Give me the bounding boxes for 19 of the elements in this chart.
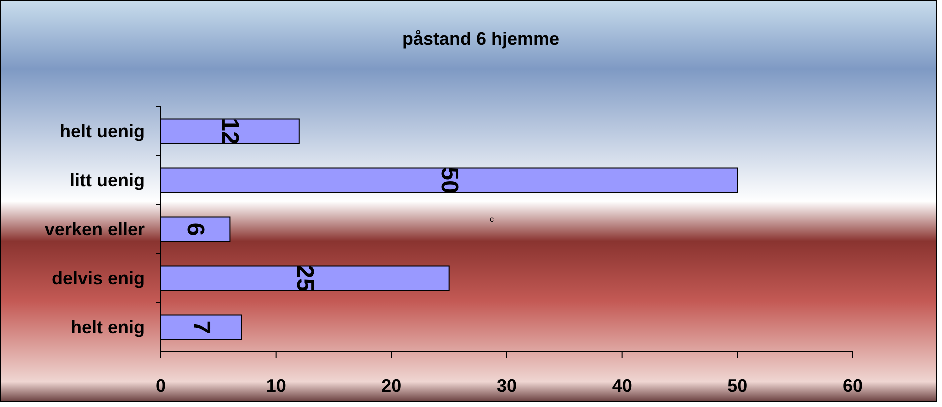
data-label: 50	[436, 167, 463, 194]
x-tick-label: 10	[266, 376, 286, 396]
data-label: 12	[216, 118, 244, 145]
x-tick-label: 50	[728, 376, 748, 396]
x-tick-label: 0	[156, 376, 166, 396]
chart-title: påstand 6 hjemme	[402, 29, 560, 49]
y-tick-label: verken eller	[44, 220, 145, 240]
data-label: 6	[182, 222, 210, 236]
y-tick-label: helt uenig	[60, 122, 145, 142]
y-tick-label: helt enig	[70, 318, 145, 338]
x-tick-label: 60	[842, 376, 864, 396]
annotation: c	[490, 215, 494, 224]
y-tick-label: delvis enig	[52, 268, 145, 288]
y-tick-label: litt uenig	[70, 170, 145, 190]
x-tick-label: 40	[612, 376, 632, 396]
data-label: 25	[292, 265, 319, 292]
x-tick-label: 30	[496, 376, 518, 396]
data-label: 7	[188, 320, 215, 334]
x-tick-label: 20	[382, 376, 402, 396]
